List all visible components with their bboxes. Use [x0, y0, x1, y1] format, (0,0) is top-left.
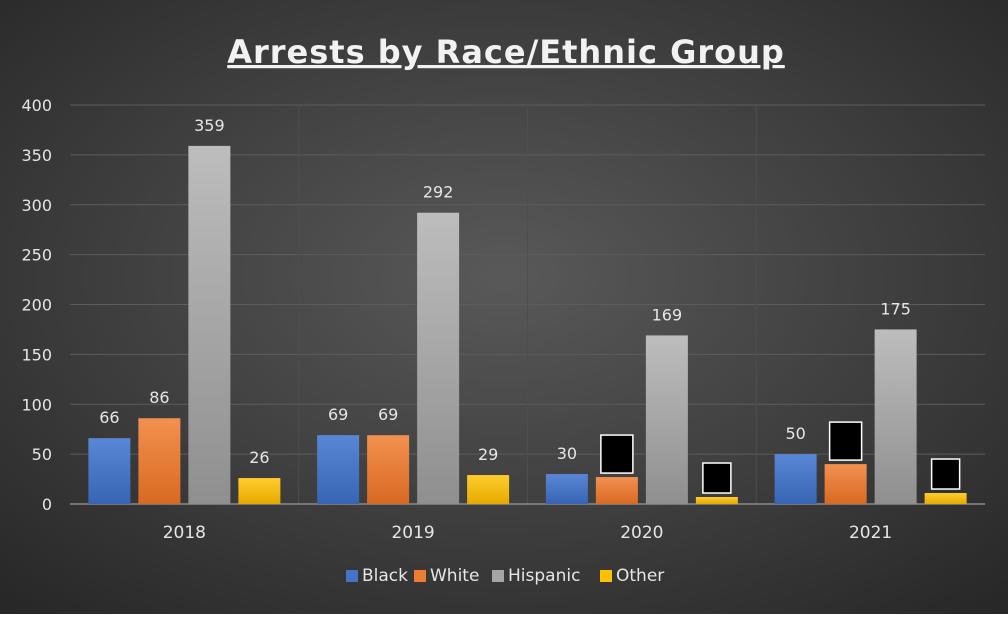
bar-hispanic-2019 [417, 212, 460, 505]
data-label-black-2021: 50 [785, 424, 805, 443]
x-tick-label-2021: 2021 [849, 523, 892, 543]
y-tick-label-200: 200 [21, 296, 52, 315]
y-tick-label-400: 400 [21, 96, 52, 115]
bar-other-2020 [695, 497, 738, 504]
y-tick-label-300: 300 [21, 196, 52, 215]
bar-other-2019 [467, 475, 510, 504]
legend: Black White Hispanic Other [346, 566, 664, 586]
bar-white-2020 [595, 477, 638, 504]
data-label-black-2018: 66 [99, 408, 119, 427]
y-tick-label-50: 50 [32, 445, 52, 464]
y-tick-label-100: 100 [21, 395, 52, 414]
redaction-box-other-2020 [702, 462, 732, 494]
bar-other-2018 [238, 478, 281, 504]
data-label-white-2018: 86 [149, 388, 169, 407]
bar-black-2020 [545, 474, 588, 504]
data-label-hispanic-2020: 169 [652, 305, 683, 324]
data-label-white-2019: 69 [378, 405, 398, 424]
x-axis: 2018 2019 2020 2021 [163, 523, 893, 543]
redaction-box-white-2020 [600, 434, 634, 474]
legend-label-white: White [430, 566, 479, 586]
redaction-box-white-2021 [828, 421, 863, 461]
data-label-other-2018: 26 [249, 448, 269, 467]
bar-white-2021 [824, 464, 867, 504]
data-label-black-2019: 69 [328, 405, 348, 424]
legend-swatch-black [346, 570, 358, 582]
x-tick-label-2020: 2020 [620, 523, 663, 543]
data-labels: 66 86 359 26 69 69 292 29 30 169 50 175 [99, 116, 961, 494]
bar-other-2021 [924, 493, 967, 504]
bars [88, 145, 967, 505]
x-tick-label-2019: 2019 [391, 523, 434, 543]
chart-title: Arrests by Race/Ethnic Group [227, 33, 785, 71]
bar-white-2019 [367, 435, 410, 504]
data-label-other-2019: 29 [478, 445, 498, 464]
data-label-hispanic-2021: 175 [880, 299, 911, 318]
y-tick-label-150: 150 [21, 345, 52, 364]
data-label-hispanic-2019: 292 [423, 183, 454, 202]
bar-black-2021 [774, 454, 817, 504]
y-tick-label-250: 250 [21, 246, 52, 265]
bar-black-2018 [88, 438, 131, 504]
y-tick-label-350: 350 [21, 146, 52, 165]
y-tick-label-0: 0 [42, 495, 52, 514]
legend-swatch-white [414, 570, 426, 582]
legend-swatch-other [600, 570, 612, 582]
bar-hispanic-2020 [645, 335, 688, 504]
data-label-black-2020: 30 [557, 444, 577, 463]
x-tick-label-2018: 2018 [163, 523, 206, 543]
bar-hispanic-2018 [188, 145, 231, 504]
bar-black-2019 [317, 435, 360, 504]
data-label-hispanic-2018: 359 [194, 116, 225, 135]
legend-label-other: Other [616, 566, 664, 586]
legend-label-black: Black [362, 566, 408, 586]
legend-label-hispanic: Hispanic [508, 566, 580, 586]
bar-hispanic-2021 [874, 329, 917, 504]
legend-swatch-hispanic [492, 570, 504, 582]
redaction-box-other-2021 [930, 458, 961, 490]
bar-white-2018 [138, 418, 181, 504]
